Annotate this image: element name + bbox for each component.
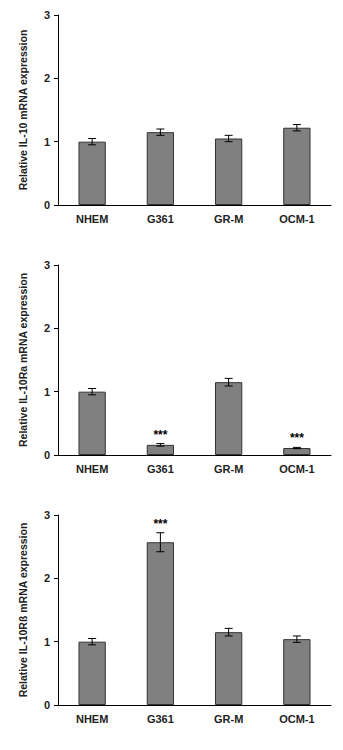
- svg-text:GR-M: GR-M: [214, 463, 243, 475]
- svg-text:Relative IL-10 mRNA expression: Relative IL-10 mRNA expression: [17, 30, 29, 191]
- svg-text:3: 3: [44, 9, 50, 21]
- svg-text:GR-M: GR-M: [214, 713, 243, 725]
- svg-text:0: 0: [44, 449, 50, 461]
- svg-text:OCM-1: OCM-1: [279, 463, 314, 475]
- svg-text:GR-M: GR-M: [214, 213, 243, 225]
- svg-text:1: 1: [44, 136, 50, 148]
- svg-text:Relative IL-10Rß mRNA expressi: Relative IL-10Rß mRNA expression: [17, 523, 29, 698]
- svg-text:1: 1: [44, 636, 50, 648]
- svg-text:3: 3: [44, 509, 50, 521]
- svg-text:2: 2: [44, 322, 50, 334]
- svg-text:NHEM: NHEM: [76, 213, 108, 225]
- svg-text:2: 2: [44, 72, 50, 84]
- svg-text:***: ***: [290, 431, 304, 445]
- svg-text:3: 3: [44, 259, 50, 271]
- svg-text:Relative IL-10Ra mRNA expressi: Relative IL-10Ra mRNA expression: [17, 273, 29, 447]
- svg-text:OCM-1: OCM-1: [279, 213, 314, 225]
- svg-text:G361: G361: [147, 213, 174, 225]
- svg-text:G361: G361: [147, 713, 174, 725]
- svg-text:***: ***: [153, 428, 167, 442]
- svg-text:2: 2: [44, 572, 50, 584]
- svg-text:0: 0: [44, 699, 50, 711]
- svg-text:G361: G361: [147, 463, 174, 475]
- svg-text:1: 1: [44, 386, 50, 398]
- svg-text:0: 0: [44, 199, 50, 211]
- svg-text:NHEM: NHEM: [76, 713, 108, 725]
- svg-text:OCM-1: OCM-1: [279, 713, 314, 725]
- svg-text:NHEM: NHEM: [76, 463, 108, 475]
- svg-text:***: ***: [153, 517, 167, 531]
